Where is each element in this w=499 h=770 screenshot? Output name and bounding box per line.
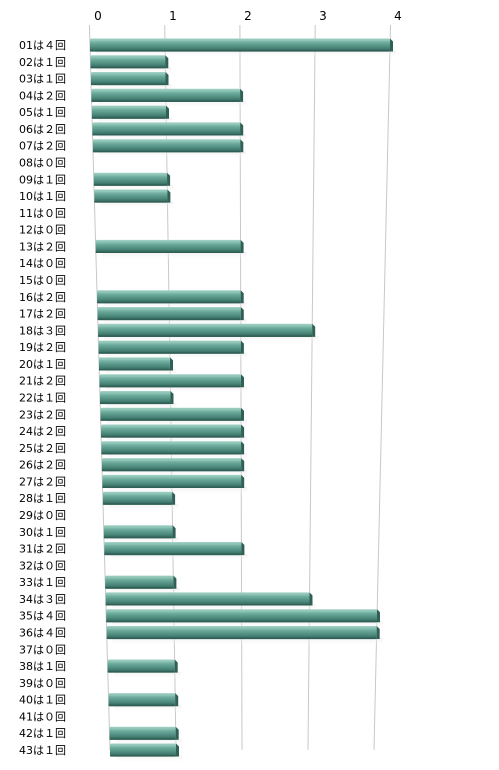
bar-35 xyxy=(106,609,384,630)
category-label-8: 08は０回 xyxy=(19,157,66,170)
category-label-29: 29は０回 xyxy=(19,509,66,522)
category-label-43: 43は１回 xyxy=(19,744,66,757)
category-label-20: 20は１回 xyxy=(19,358,66,371)
category-label-6: 06は２回 xyxy=(19,123,66,136)
category-label-2: 02は１回 xyxy=(19,56,66,69)
bar-6 xyxy=(92,122,247,143)
bar-21 xyxy=(99,374,247,395)
bar-7 xyxy=(92,139,247,160)
bar-22 xyxy=(100,391,177,411)
bar-1 xyxy=(90,38,396,59)
x-axis-ticks: 0 1 2 3 4 xyxy=(94,9,402,23)
x-tick-label-2: 2 xyxy=(244,9,252,23)
bar-38 xyxy=(107,659,181,680)
bar-28 xyxy=(102,491,179,512)
bar-42 xyxy=(109,726,182,747)
category-label-32: 32は０回 xyxy=(19,559,66,572)
category-label-21: 21は２回 xyxy=(19,375,66,388)
category-label-22: 22は１回 xyxy=(19,392,66,405)
category-label-5: 05は１回 xyxy=(19,106,66,119)
bars xyxy=(90,38,396,764)
bar-19 xyxy=(98,340,247,361)
category-label-28: 28は１回 xyxy=(19,492,66,505)
category-label-37: 37は０回 xyxy=(19,643,66,656)
category-label-17: 17は２回 xyxy=(19,308,66,321)
bar-17 xyxy=(97,307,247,327)
bar-40 xyxy=(108,693,182,714)
bar-43 xyxy=(110,743,182,764)
category-label-41: 41は０回 xyxy=(19,710,66,723)
bar-20 xyxy=(99,357,176,378)
bar-27 xyxy=(102,474,248,495)
category-label-35: 35は４回 xyxy=(19,610,66,623)
bar-18 xyxy=(98,323,319,344)
bar-25 xyxy=(101,441,248,462)
category-label-36: 36は４回 xyxy=(19,627,66,640)
bar-2 xyxy=(90,55,172,76)
category-label-34: 34は３回 xyxy=(19,593,66,606)
x-tick-label-0: 0 xyxy=(94,9,102,23)
category-label-38: 38は１回 xyxy=(19,660,66,673)
category-label-24: 24は２回 xyxy=(19,425,66,438)
category-label-7: 07は２回 xyxy=(19,140,66,153)
category-label-23: 23は２回 xyxy=(19,408,66,421)
bar-5 xyxy=(91,105,172,126)
bar-34 xyxy=(105,592,316,613)
bar-4 xyxy=(91,88,247,109)
bar-23 xyxy=(100,407,248,428)
category-label-12: 12は０回 xyxy=(19,224,66,237)
bar-33 xyxy=(105,575,180,596)
grid-line-0 xyxy=(88,24,111,751)
x-tick-label-3: 3 xyxy=(319,9,327,23)
bar-16 xyxy=(97,290,247,311)
category-label-26: 26は２回 xyxy=(19,459,66,472)
category-label-13: 13は２回 xyxy=(19,240,66,253)
category-label-27: 27は２回 xyxy=(19,475,66,488)
bar-3 xyxy=(91,72,172,92)
bar-36 xyxy=(106,626,383,646)
category-label-18: 18は３回 xyxy=(19,324,66,337)
bar-13 xyxy=(95,239,247,260)
category-labels: 01は４回 02は１回 03は１回 04は２回 05は１回 06は２回 07は２回 08は０回… xyxy=(19,39,66,757)
category-label-33: 33は１回 xyxy=(19,576,66,589)
category-label-19: 19は２回 xyxy=(19,341,66,354)
bar-26 xyxy=(101,458,248,479)
category-label-31: 31は２回 xyxy=(19,543,66,556)
bar-31 xyxy=(104,542,248,562)
category-label-42: 42は１回 xyxy=(19,727,66,740)
category-label-1: 01は４回 xyxy=(19,39,66,52)
bar-24 xyxy=(101,424,248,445)
bar-30 xyxy=(103,525,179,546)
x-tick-label-4: 4 xyxy=(394,9,402,23)
category-label-30: 30は１回 xyxy=(19,526,66,539)
category-label-16: 16は２回 xyxy=(19,291,66,304)
category-label-14: 14は０回 xyxy=(19,257,66,270)
category-label-25: 25は２回 xyxy=(19,442,66,455)
category-label-11: 11は０回 xyxy=(19,207,66,220)
x-tick-label-1: 1 xyxy=(169,9,177,23)
bar-10 xyxy=(94,189,174,210)
category-label-9: 09は１回 xyxy=(19,173,66,186)
category-label-4: 04は２回 xyxy=(19,89,66,102)
category-label-40: 40は１回 xyxy=(19,694,66,707)
category-label-39: 39は０回 xyxy=(19,677,66,690)
category-label-10: 10は１回 xyxy=(19,190,66,203)
category-label-3: 03は１回 xyxy=(19,73,66,86)
category-label-15: 15は０回 xyxy=(19,274,66,287)
bar-9 xyxy=(93,172,174,193)
